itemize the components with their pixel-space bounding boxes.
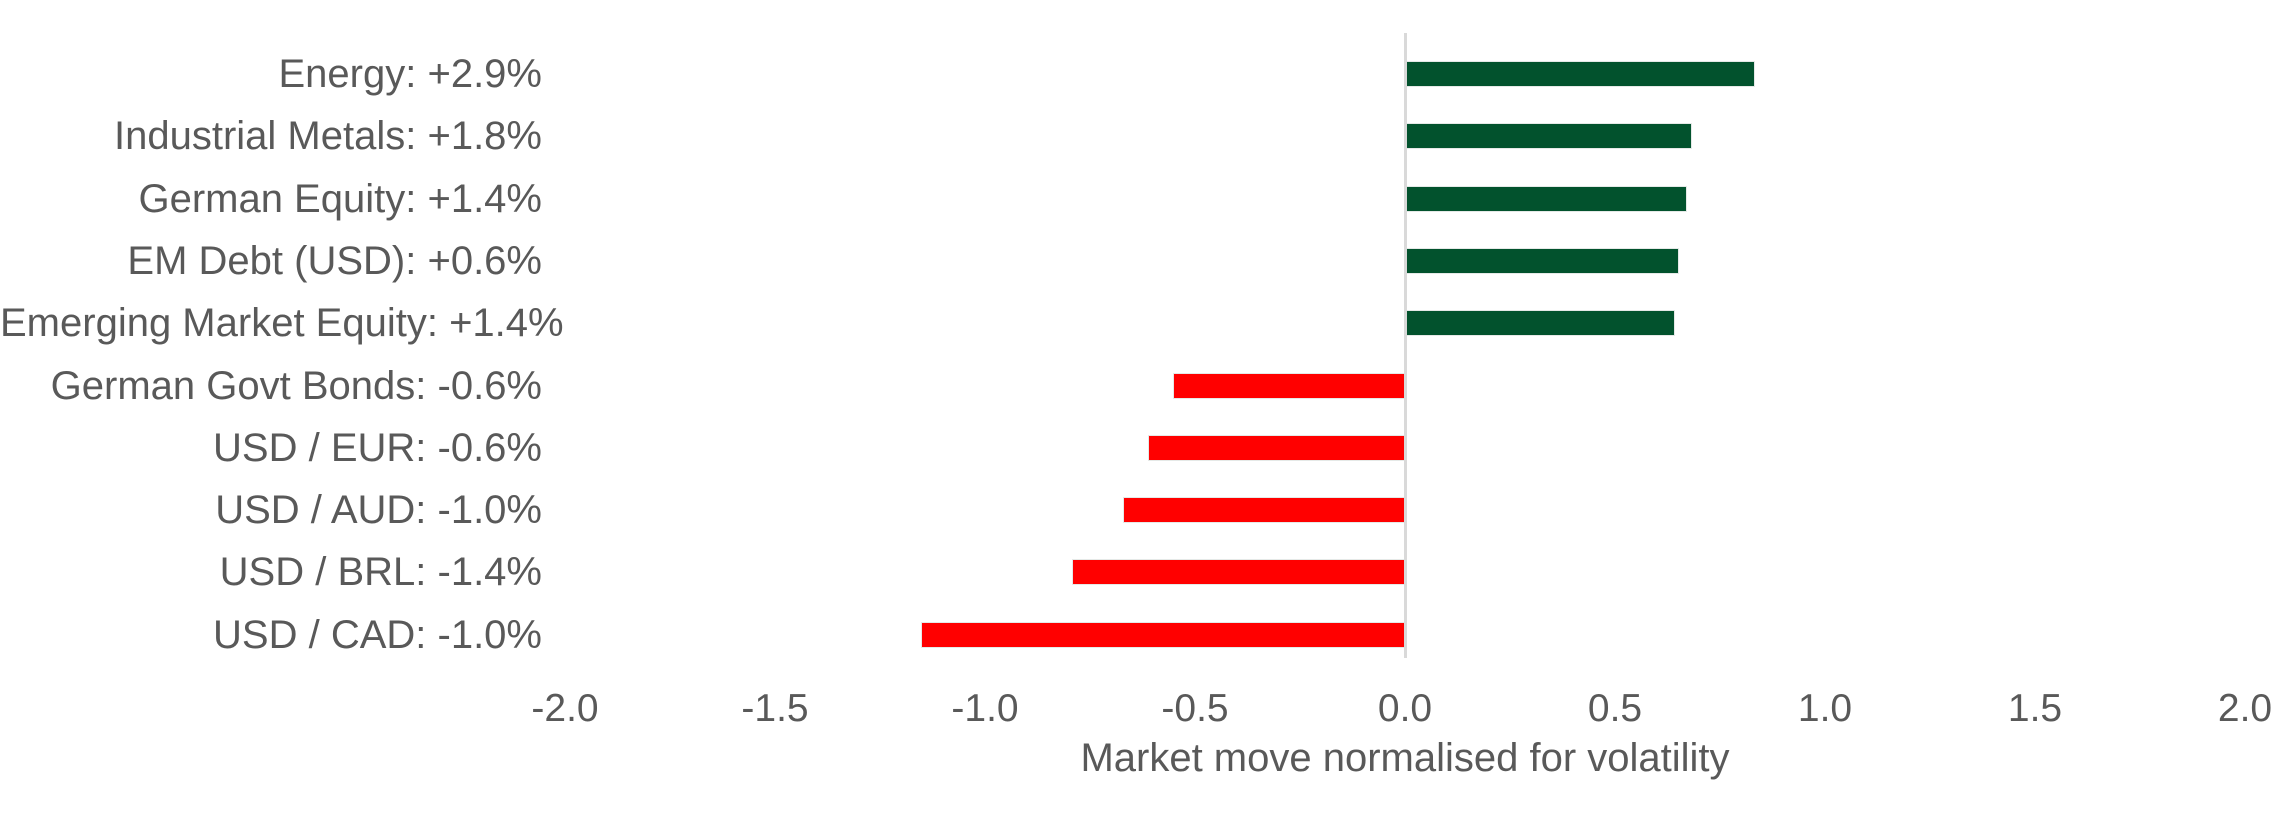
bar-usd-cad [922, 622, 1405, 647]
row-label-usd-brl: USD / BRL: -1.4% [219, 550, 542, 595]
bar-usd-aud [1123, 498, 1405, 523]
row-label-industrial-metals: Industrial Metals: +1.8% [114, 114, 542, 159]
x-tick-1.5: 1.5 [2007, 687, 2063, 730]
row-label-em-debt-usd: EM Debt (USD): +0.6% [127, 238, 542, 283]
x-axis-title: Market move normalised for volatility [1080, 736, 1730, 780]
bar-usd-eur [1148, 435, 1405, 460]
bar-german-govt-bonds [1174, 373, 1405, 398]
row-label-emerging-market-equity: Emerging Market Equity: +1.4% [0, 301, 564, 346]
row-label-usd-aud: USD / AUD: -1.0% [215, 488, 542, 533]
x-tick-0.5: 0.5 [1587, 687, 1643, 730]
x-tick--1.0: -1.0 [951, 687, 1019, 730]
row-label-usd-eur: USD / EUR: -0.6% [213, 425, 542, 470]
x-tick-1.0: 1.0 [1797, 687, 1853, 730]
bar-german-equity [1405, 186, 1687, 211]
x-tick--2.0: -2.0 [531, 687, 599, 730]
x-tick-0.0: 0.0 [1377, 687, 1433, 730]
x-tick-2.0: 2.0 [2217, 687, 2273, 730]
bar-energy [1405, 62, 1754, 86]
row-label-german-equity: German Equity: +1.4% [138, 176, 542, 221]
x-tick--1.5: -1.5 [741, 687, 809, 730]
bar-usd-brl [1073, 560, 1405, 585]
x-tick--0.5: -0.5 [1161, 687, 1229, 730]
row-label-energy: Energy: +2.9% [278, 52, 543, 96]
bar-industrial-metals [1405, 124, 1691, 149]
row-label-usd-cad: USD / CAD: -1.0% [213, 612, 542, 657]
row-label-german-govt-bonds: German Govt Bonds: -0.6% [50, 363, 542, 408]
bar-emerging-market-equity [1405, 311, 1674, 336]
bar-em-debt-usd [1405, 248, 1678, 273]
zero-axis-line [1403, 33, 1407, 658]
